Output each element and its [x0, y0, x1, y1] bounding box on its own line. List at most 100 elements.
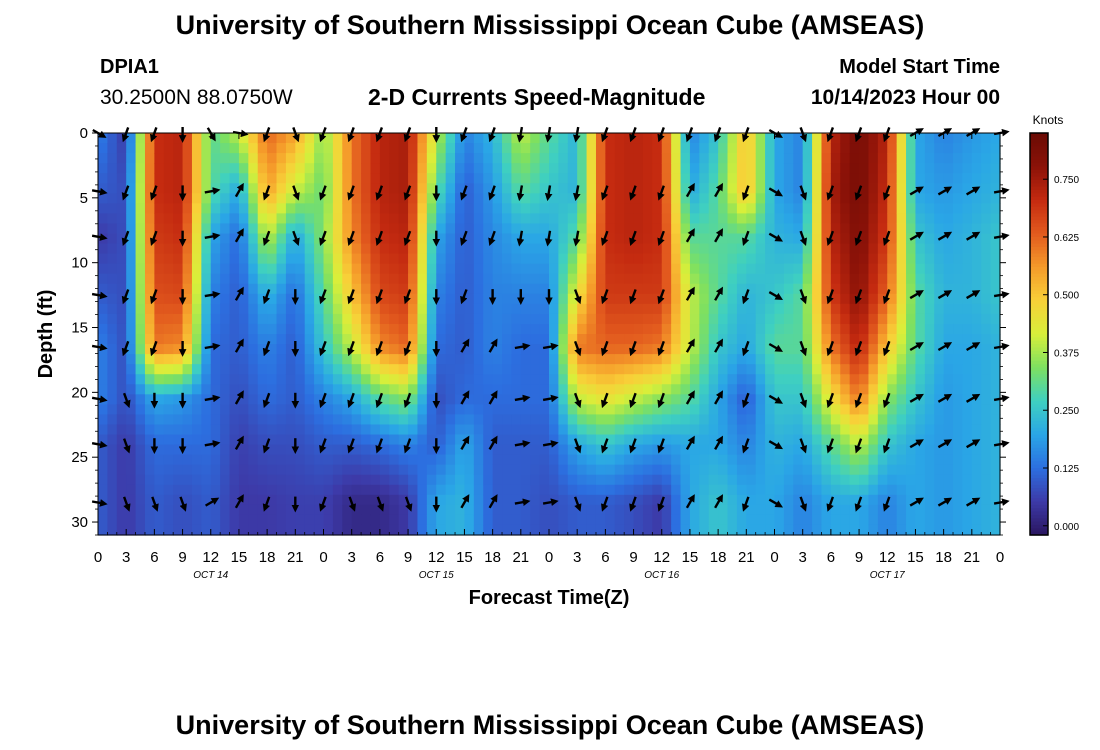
heatmap-cell: [163, 263, 174, 275]
heatmap-cell: [201, 203, 212, 214]
heatmap-cell: [267, 223, 278, 235]
heatmap-cell: [699, 474, 710, 486]
heatmap-cell: [906, 414, 917, 426]
heatmap-cell: [943, 334, 954, 345]
colorbar-step: [1030, 173, 1048, 178]
heatmap-cell: [981, 424, 992, 436]
heatmap-cell: [934, 404, 945, 415]
heatmap-cell: [332, 223, 343, 235]
current-arrow: [121, 289, 130, 305]
heatmap-cell: [323, 374, 334, 385]
colorbar-step: [1030, 360, 1048, 365]
heatmap-cell: [868, 253, 879, 265]
heatmap-cell: [163, 414, 174, 426]
heatmap-cell: [934, 263, 945, 275]
heatmap-cell: [708, 354, 719, 365]
heatmap-cell: [398, 484, 409, 496]
heatmap-cell: [633, 344, 644, 355]
heatmap-cell: [727, 334, 738, 345]
current-arrow: [657, 289, 665, 305]
heatmap-cell: [332, 494, 343, 506]
heatmap-cell: [699, 193, 710, 204]
heatmap-cell: [567, 293, 578, 305]
heatmap-cell: [915, 313, 926, 325]
heatmap-cell: [943, 263, 954, 275]
heatmap-cell: [492, 183, 503, 194]
heatmap-cell: [267, 273, 278, 285]
heatmap-cell: [661, 303, 672, 315]
heatmap-cell: [182, 273, 193, 285]
heatmap-cell: [182, 434, 193, 446]
heatmap-cell: [990, 434, 1001, 446]
colorbar-step: [1030, 451, 1048, 456]
heatmap-cell: [849, 464, 860, 476]
heatmap-cell: [774, 474, 785, 486]
heatmap-cell: [135, 494, 146, 506]
heatmap-cell: [520, 364, 531, 375]
heatmap-cell: [896, 404, 907, 415]
heatmap-cell: [849, 414, 860, 426]
heatmap-cell: [210, 524, 221, 536]
heatmap-cell: [314, 394, 325, 405]
heatmap-cell: [549, 253, 559, 265]
heatmap-cell: [549, 173, 559, 184]
current-arrow: [937, 231, 953, 241]
heatmap-cell: [736, 524, 747, 536]
heatmap-cell: [464, 293, 475, 305]
heatmap-cell: [445, 364, 456, 375]
heatmap-cell: [417, 394, 428, 405]
heatmap-cell: [943, 143, 954, 154]
heatmap-cell: [812, 293, 823, 305]
colorbar-step: [1030, 457, 1048, 462]
heatmap-cell: [267, 203, 278, 214]
heatmap-cell: [783, 504, 794, 516]
heatmap-cell: [577, 253, 588, 265]
heatmap-cell: [689, 243, 700, 255]
heatmap-cell: [351, 444, 362, 456]
heatmap-cell: [229, 384, 240, 395]
heatmap-cell: [915, 193, 926, 204]
heatmap-cell: [849, 153, 860, 164]
heatmap-cell: [943, 173, 954, 184]
heatmap-cell: [210, 313, 221, 325]
heatmap-cell: [98, 313, 108, 325]
heatmap-cell: [238, 454, 249, 466]
heatmap-cell: [661, 313, 672, 325]
heatmap-cell: [633, 243, 644, 255]
heatmap-cell: [98, 193, 108, 204]
colorbar-step: [1030, 323, 1048, 328]
heatmap-cell: [502, 193, 513, 204]
heatmap-cell: [473, 153, 484, 164]
heatmap-cell: [191, 524, 202, 536]
heatmap-cell: [549, 323, 559, 335]
heatmap-cell: [135, 213, 146, 225]
heatmap-cell: [830, 354, 841, 365]
heatmap-cell: [116, 243, 127, 255]
heatmap-cell: [126, 444, 137, 456]
heatmap-cell: [408, 313, 419, 325]
heatmap-cell: [332, 293, 343, 305]
heatmap-cell: [464, 263, 475, 275]
colorbar-tick-label: 0.750: [1054, 175, 1079, 186]
heatmap-cell: [276, 424, 287, 436]
heatmap-cell: [990, 514, 1001, 526]
current-arrow: [909, 290, 924, 300]
heatmap-cell: [361, 193, 372, 204]
heatmap-cell: [126, 203, 137, 214]
heatmap-cell: [877, 283, 888, 295]
heatmap-cell: [379, 313, 390, 325]
heatmap-cell: [248, 474, 259, 486]
heatmap-cell: [455, 454, 466, 466]
current-arrows: [91, 126, 1010, 513]
heatmap-cell: [361, 474, 372, 486]
heatmap-cell: [689, 424, 700, 436]
heatmap-cell: [689, 273, 700, 285]
heatmap-cell: [652, 273, 663, 285]
heatmap-cell: [943, 163, 954, 174]
heatmap-cell: [182, 163, 193, 174]
colorbar-step: [1030, 364, 1048, 369]
heatmap-cell: [379, 183, 390, 194]
heatmap-cell: [689, 364, 700, 375]
heatmap-cell: [267, 524, 278, 536]
heatmap-cell: [736, 223, 747, 235]
